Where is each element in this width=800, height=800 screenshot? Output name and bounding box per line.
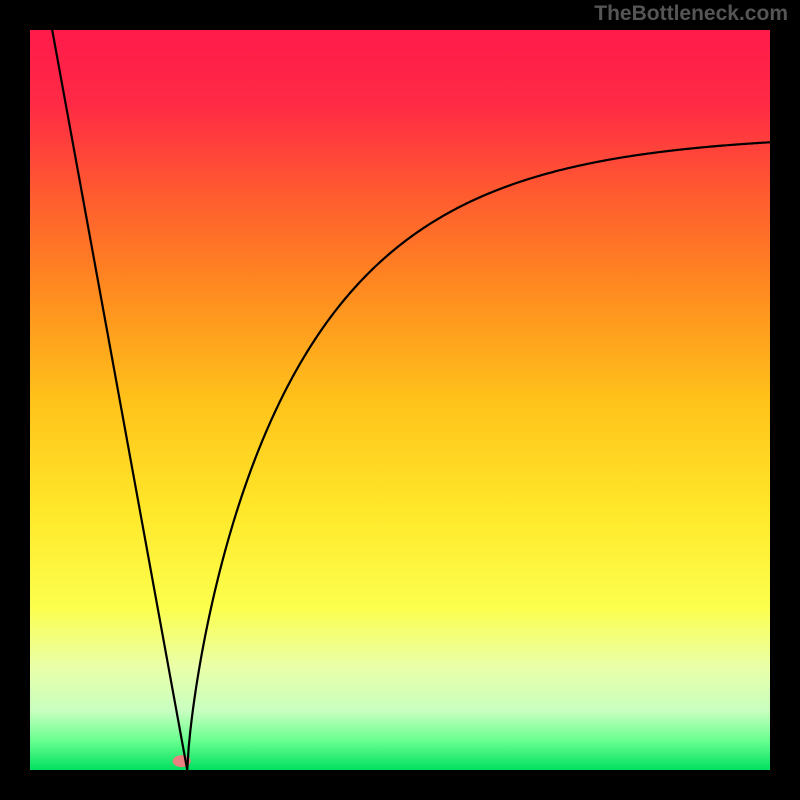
chart-svg xyxy=(0,0,800,800)
chart-frame: TheBottleneck.com xyxy=(0,0,800,800)
watermark-text: TheBottleneck.com xyxy=(594,2,788,26)
plot-background xyxy=(30,30,770,770)
